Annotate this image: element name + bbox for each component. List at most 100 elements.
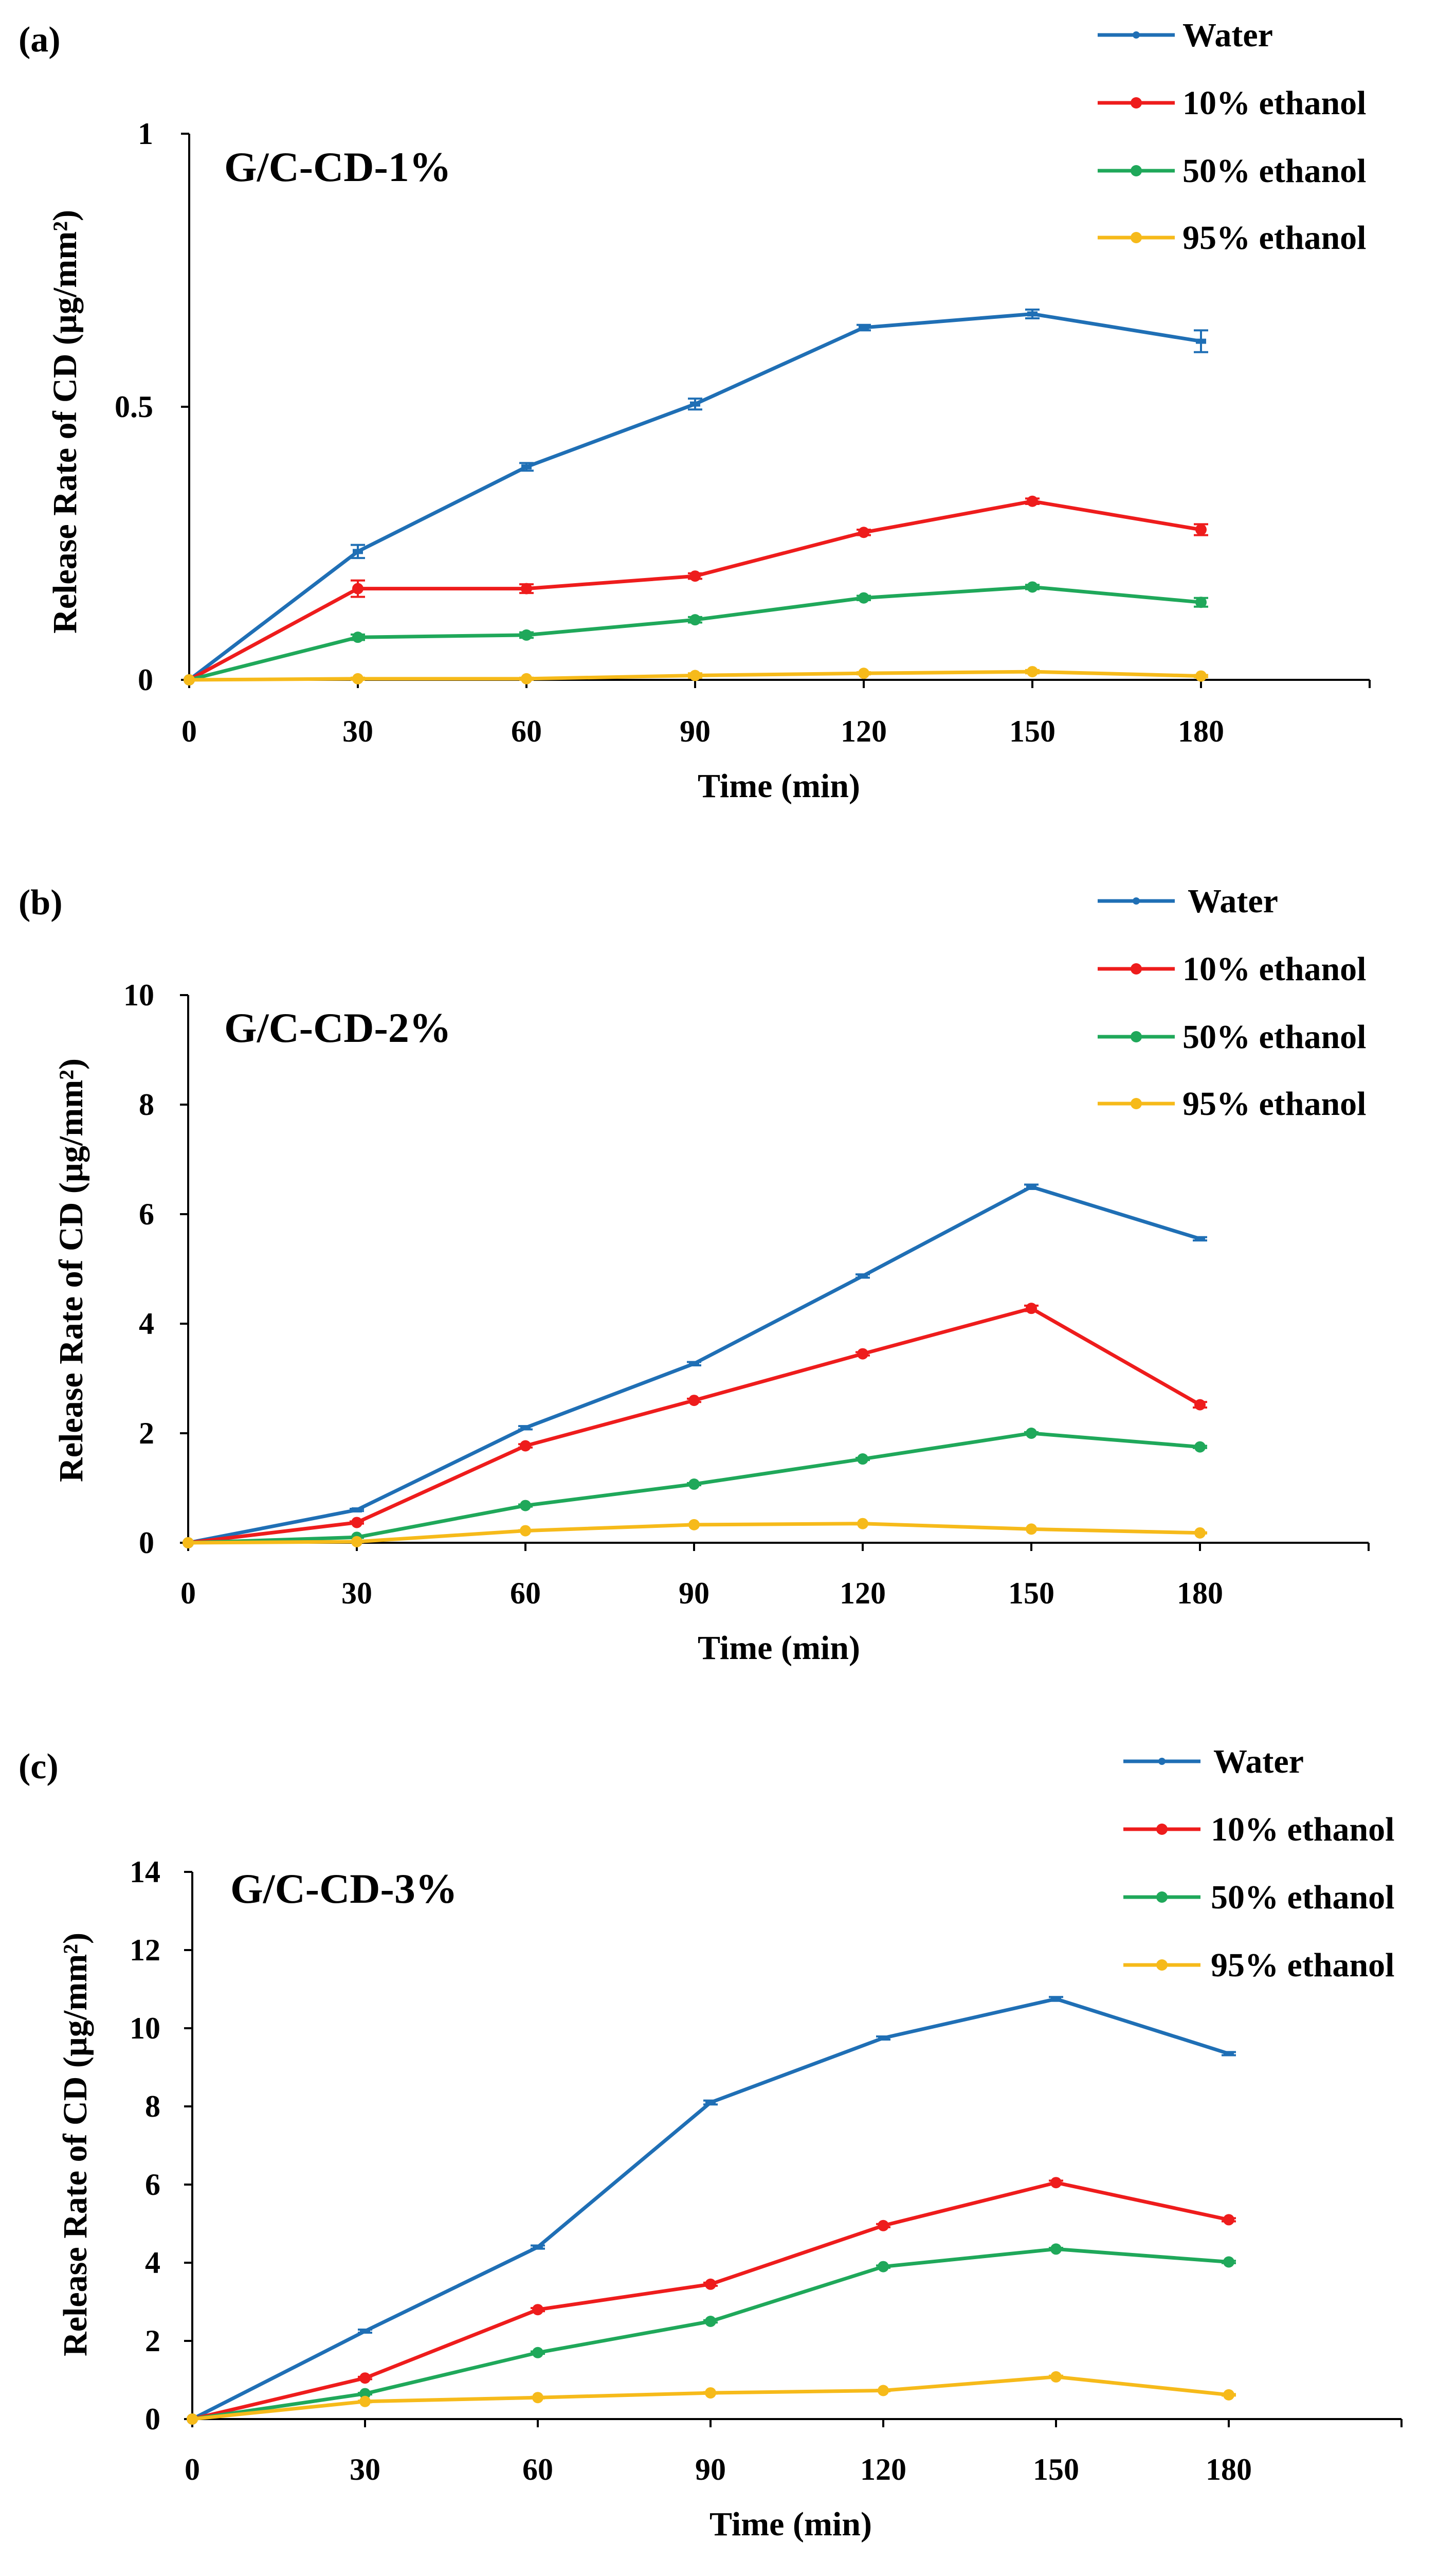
y-tick-label: 4 <box>139 1307 154 1341</box>
data-point-50pct-ethanol <box>857 1453 868 1465</box>
x-tick-label: 60 <box>510 1576 541 1610</box>
panel-c: (c) Release Rate of CD (µg/mm²) G/C-CD-3… <box>19 1743 1403 2543</box>
data-point-50pct-ethanol <box>688 1478 700 1490</box>
y-axis-title-c: Release Rate of CD (µg/mm²) <box>57 1933 94 2356</box>
data-point-95pct-ethanol <box>351 1536 362 1547</box>
x-axis-title-a: Time (min) <box>698 767 860 805</box>
data-point-10pct-ethanol <box>1026 1303 1037 1314</box>
data-point-water <box>353 549 363 554</box>
data-point-50pct-ethanol <box>1195 597 1207 608</box>
x-tick-label: 90 <box>679 1576 709 1610</box>
y-ticks-c: 0 2 4 6 8 10 12 14 <box>130 1855 160 2436</box>
chart-title-c: G/C-CD-3% <box>230 1865 458 1912</box>
series-line-50pct-ethanol <box>189 585 1202 682</box>
data-point-95pct-ethanol <box>1026 1523 1037 1535</box>
data-point-50pct-ethanol <box>359 2388 371 2400</box>
legend-marker-50pct-ethanol <box>1131 165 1142 176</box>
data-point-10pct-ethanol <box>1027 495 1038 507</box>
data-point-50pct-ethanol <box>1050 2243 1062 2255</box>
data-point-50pct-ethanol <box>858 592 869 604</box>
x-tick-label: 150 <box>1033 2452 1079 2486</box>
x-tick-label: 0 <box>180 1576 196 1610</box>
data-point-50pct-ethanol <box>878 2261 889 2273</box>
x-tick-label: 180 <box>1178 714 1224 748</box>
legend-label-water: Water <box>1182 16 1273 54</box>
legend-marker-water <box>1133 897 1140 905</box>
data-point-50pct-ethanol <box>689 614 701 626</box>
y-tick-label: 10 <box>130 2011 160 2045</box>
legend-label-10pct-ethanol: 10% ethanol <box>1182 84 1367 122</box>
x-tick-label: 150 <box>1009 714 1055 748</box>
x-axis-title-b: Time (min) <box>698 1629 860 1667</box>
data-point-50pct-ethanol <box>1027 581 1038 593</box>
data-point-95pct-ethanol <box>183 1537 194 1548</box>
data-point-10pct-ethanol <box>1050 2177 1062 2189</box>
data-point-95pct-ethanol <box>1194 1527 1206 1539</box>
data-point-10pct-ethanol <box>1194 1399 1206 1411</box>
y-ticks-a: 0 0.5 1 <box>115 117 153 697</box>
data-point-95pct-ethanol <box>187 2413 198 2425</box>
data-point-10pct-ethanol <box>352 583 363 594</box>
data-point-10pct-ethanol <box>1195 524 1207 535</box>
data-point-water <box>1196 338 1206 344</box>
legend-marker-95pct-ethanol <box>1131 1098 1142 1109</box>
x-tick-label: 0 <box>185 2452 200 2486</box>
data-point-10pct-ethanol <box>521 583 532 594</box>
data-point-10pct-ethanol <box>858 527 869 538</box>
legend-label-95pct-ethanol: 95% ethanol <box>1182 219 1367 257</box>
legend-marker-10pct-ethanol <box>1131 963 1142 975</box>
data-point-10pct-ethanol <box>878 2220 889 2231</box>
data-point-water <box>352 1507 362 1513</box>
legend-b: Water 10% ethanol 50% ethanol 95% ethano… <box>1098 882 1367 1123</box>
data-point-50pct-ethanol <box>532 2347 543 2358</box>
x-ticks-c: 0 30 60 90 120 150 180 <box>185 2452 1252 2486</box>
series-line-10pct-ethanol <box>192 2180 1229 2421</box>
legend-c: Water 10% ethanol 50% ethanol 95% ethano… <box>1123 1743 1395 1984</box>
legend-label-95pct-ethanol: 95% ethanol <box>1211 1946 1395 1984</box>
data-point-10pct-ethanol <box>857 1348 868 1360</box>
chart-title-a: G/C-CD-1% <box>224 143 451 190</box>
y-tick-label: 0 <box>138 663 153 697</box>
panel-label-b: (b) <box>19 883 63 923</box>
data-point-95pct-ethanol <box>705 2387 716 2399</box>
data-point-10pct-ethanol <box>688 1395 700 1406</box>
data-point-50pct-ethanol <box>352 632 363 643</box>
x-tick-label: 0 <box>181 714 197 748</box>
y-tick-label: 6 <box>139 1197 154 1231</box>
x-tick-label: 120 <box>841 714 887 748</box>
legend-marker-water <box>1158 1758 1166 1765</box>
legend-label-water: Water <box>1213 1743 1304 1780</box>
legend-marker-10pct-ethanol <box>1131 97 1142 109</box>
plot-area-c <box>184 1871 1403 2427</box>
x-axis-title-c: Time (min) <box>709 2505 872 2543</box>
data-point-10pct-ethanol <box>689 570 701 582</box>
data-point-water <box>1051 1996 1061 2001</box>
data-point-95pct-ethanol <box>1027 666 1038 678</box>
data-point-95pct-ethanol <box>532 2392 543 2404</box>
data-point-water <box>1224 2051 1234 2057</box>
series-line-10pct-ethanol <box>188 499 1202 682</box>
legend-label-10pct-ethanol: 10% ethanol <box>1182 950 1367 988</box>
legend-label-50pct-ethanol: 50% ethanol <box>1211 1879 1395 1916</box>
y-tick-label: 8 <box>145 2089 160 2123</box>
data-point-95pct-ethanol <box>688 1519 700 1530</box>
data-point-water <box>520 1425 531 1431</box>
data-point-water <box>878 2035 888 2041</box>
data-point-95pct-ethanol <box>1050 2371 1062 2383</box>
chart-title-b: G/C-CD-2% <box>224 1004 451 1051</box>
legend-label-10pct-ethanol: 10% ethanol <box>1211 1811 1395 1848</box>
data-point-95pct-ethanol <box>520 1525 531 1537</box>
y-ticks-b: 0 2 4 6 8 10 <box>123 978 154 1560</box>
y-tick-label: 1 <box>138 117 153 151</box>
data-point-water <box>858 1273 868 1279</box>
legend-marker-95pct-ethanol <box>1156 1959 1168 1971</box>
data-point-10pct-ethanol <box>520 1440 531 1452</box>
data-point-water <box>689 1361 699 1366</box>
data-point-50pct-ethanol <box>520 1500 531 1511</box>
data-point-water <box>1026 1184 1036 1189</box>
y-tick-label: 0.5 <box>115 390 153 424</box>
data-point-water <box>1195 1236 1205 1241</box>
data-point-95pct-ethanol <box>1195 670 1207 682</box>
x-ticks-a: 0 30 60 90 120 150 180 <box>181 714 1224 748</box>
